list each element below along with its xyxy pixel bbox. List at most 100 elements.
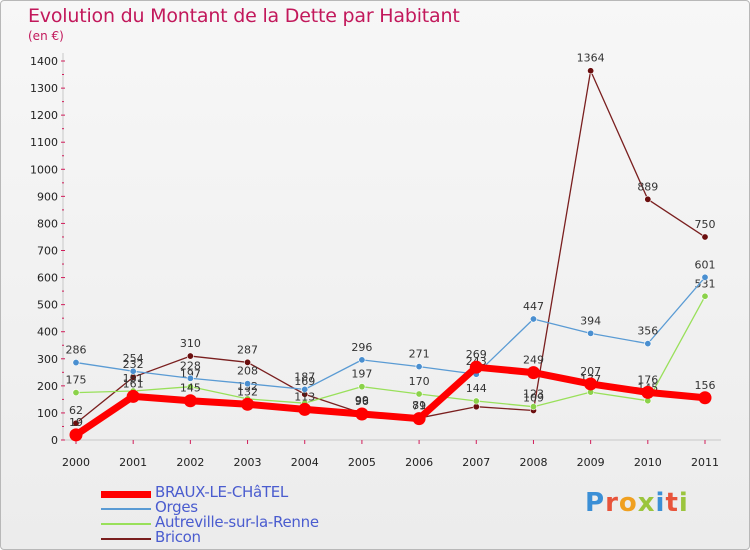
y-tick-label: 500 [37,299,58,312]
data-label: 531 [695,277,716,290]
data-point [529,315,537,323]
data-label: 109 [523,391,544,404]
series-line [75,295,706,408]
legend-label: Orges [155,498,198,516]
data-label: 132 [237,385,258,398]
series-line [72,363,709,439]
data-label: 62 [69,404,83,417]
data-label: 161 [123,377,144,390]
data-point [529,403,537,411]
legend-swatch [101,490,151,498]
y-tick-label: 1100 [30,136,58,149]
data-label: 19 [69,416,83,429]
y-tick-label: 300 [37,353,58,366]
data-label: 601 [695,258,716,271]
y-tick-label: 1400 [30,55,58,68]
data-label: 356 [637,325,658,338]
legend-item: Bricon [101,528,361,546]
x-tick-label: 2007 [462,456,490,469]
proxiti-logo: Proxiti [585,488,689,518]
data-point [644,195,652,203]
x-tick-label: 2004 [291,456,319,469]
legend-label: Bricon [155,528,201,546]
x-tick-label: 2005 [348,456,376,469]
data-point [355,407,369,421]
data-label: 169 [294,375,315,388]
data-point [301,385,309,393]
data-point [183,394,197,408]
y-tick-label: 0 [51,434,58,447]
data-label: 208 [237,365,258,378]
data-point [129,367,137,375]
data-label: 81 [412,399,426,412]
data-label: 175 [66,374,87,387]
x-tick-label: 2006 [405,456,433,469]
data-label: 232 [123,358,144,371]
y-tick-label: 1300 [30,82,58,95]
data-point [186,383,194,391]
series-line [75,70,706,424]
y-tick-label: 1200 [30,109,58,122]
y-tick-label: 1000 [30,163,58,176]
data-point [698,391,712,405]
y-tick-label: 800 [37,217,58,230]
data-label: 181 [123,372,144,385]
data-point [701,292,709,300]
data-label: 123 [523,388,544,401]
x-tick-label: 2002 [176,456,204,469]
x-tick-label: 2008 [519,456,547,469]
legend-item: Autreville-sur-la-Renne [101,513,361,531]
data-point [584,377,598,391]
data-point [69,428,83,442]
data-label: 187 [294,370,315,383]
data-label: 197 [351,368,372,381]
y-tick-label: 200 [37,380,58,393]
data-point [469,360,483,374]
data-point [526,366,540,380]
data-label: 269 [466,348,487,361]
x-tick-label: 2003 [234,456,262,469]
y-tick-label: 700 [37,245,58,258]
data-point [412,412,426,426]
data-point [701,233,709,241]
x-tick-label: 2000 [62,456,90,469]
x-tick-label: 2011 [691,456,719,469]
data-point [587,329,595,337]
x-tick-label: 2001 [119,456,147,469]
y-tick-label: 600 [37,272,58,285]
data-label: 271 [409,348,430,361]
data-point [241,397,255,411]
data-point [644,340,652,348]
data-label: 394 [580,314,601,327]
legend-label: BRAUX-LE-CHâTEL [155,483,288,501]
data-label: 287 [237,343,258,356]
data-label: 113 [294,390,315,403]
y-tick-label: 900 [37,190,58,203]
y-axis-unit: (en €) [28,29,64,43]
y-tick-label: 100 [37,407,58,420]
data-label: 1364 [577,52,605,65]
data-point [358,356,366,364]
data-label: 228 [180,359,201,372]
data-point [244,358,252,366]
data-point [126,389,140,403]
data-label: 447 [523,300,544,313]
legend: BRAUX-LE-CHâTEL Orges Autreville-sur-la-… [101,483,361,546]
data-label: 170 [409,375,430,388]
data-point [587,67,595,75]
legend-item: Orges [101,498,361,516]
y-tick-label: 400 [37,326,58,339]
data-label: 79 [412,400,426,413]
x-tick-label: 2010 [634,456,662,469]
data-point [72,359,80,367]
data-label: 286 [66,344,87,357]
chart-title: Evolution du Montant de la Dette par Hab… [28,5,460,27]
data-point [186,352,194,360]
data-label: 156 [695,379,716,392]
data-label: 144 [466,382,487,395]
data-point [72,419,80,427]
data-label: 207 [580,365,601,378]
data-point [415,390,423,398]
